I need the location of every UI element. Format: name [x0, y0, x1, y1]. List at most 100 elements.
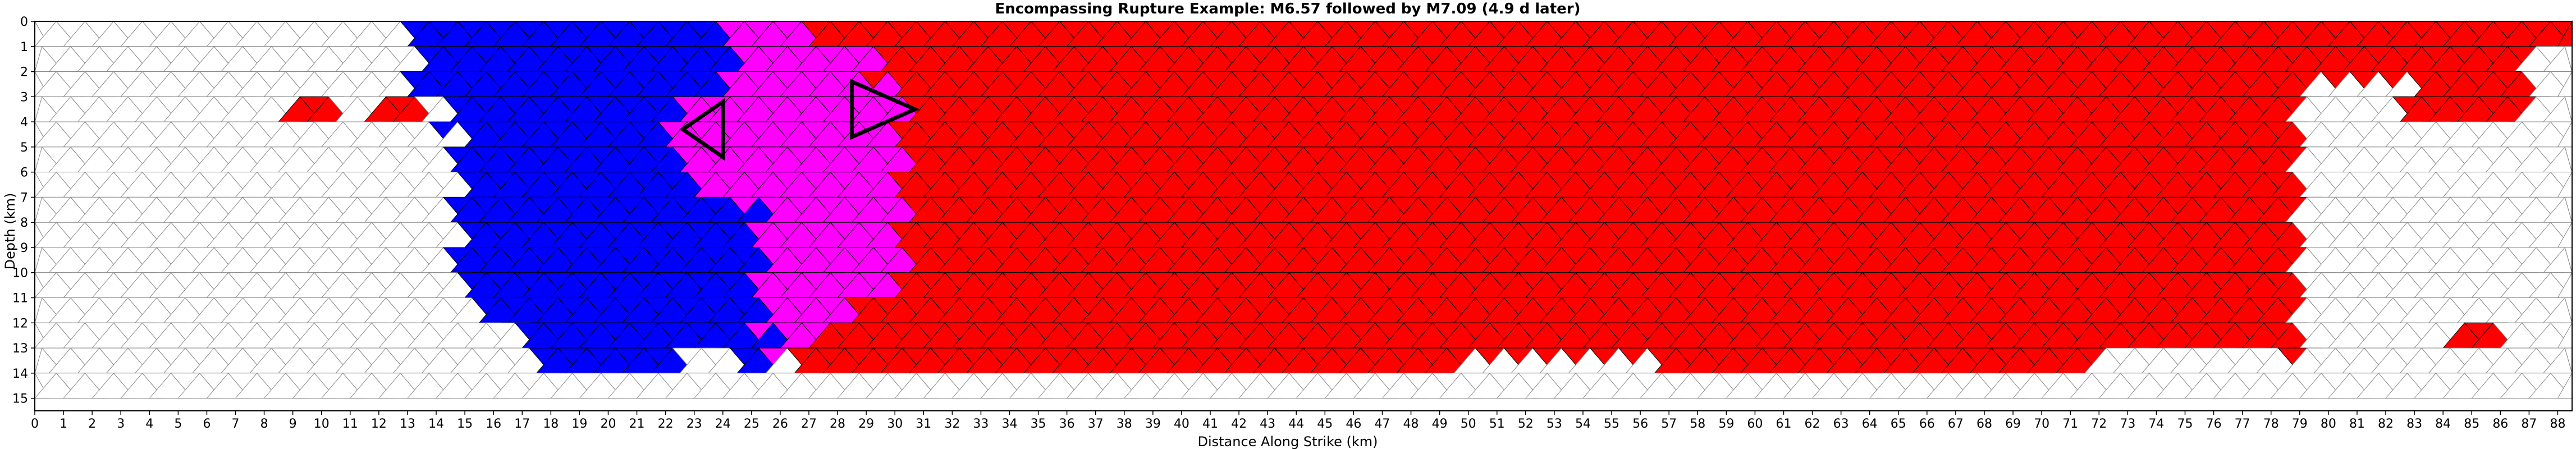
x-tick-label-46: 46 [1346, 417, 1361, 431]
x-tick-label-78: 78 [2263, 417, 2279, 431]
x-tick-label-52: 52 [1518, 417, 1534, 431]
x-tick-label-28: 28 [830, 417, 845, 431]
x-tick-label-20: 20 [600, 417, 616, 431]
x-tick-label-15: 15 [457, 417, 473, 431]
x-tick-label-31: 31 [916, 417, 931, 431]
y-tick-label-0: 0 [20, 15, 28, 29]
x-tick-label-71: 71 [2062, 417, 2078, 431]
x-tick-label-8: 8 [260, 417, 268, 431]
y-tick-label-14: 14 [12, 367, 28, 381]
x-tick-label-55: 55 [1604, 417, 1619, 431]
x-tick-label-53: 53 [1546, 417, 1562, 431]
x-tick-label-44: 44 [1288, 417, 1304, 431]
x-tick-label-45: 45 [1317, 417, 1333, 431]
x-tick-label-56: 56 [1632, 417, 1648, 431]
fault-mesh [34, 20, 2573, 399]
x-tick-label-65: 65 [1891, 417, 1906, 431]
y-axis-label: Depth (km) [2, 193, 18, 270]
x-tick-label-35: 35 [1031, 417, 1046, 431]
x-tick-label-32: 32 [944, 417, 960, 431]
x-tick-label-67: 67 [1948, 417, 1964, 431]
x-tick-label-80: 80 [2321, 417, 2336, 431]
x-tick-label-40: 40 [1174, 417, 1189, 431]
x-tick-label-47: 47 [1374, 417, 1390, 431]
y-tick-label-3: 3 [20, 90, 28, 104]
y-tick-label-8: 8 [20, 216, 28, 230]
x-tick-label-6: 6 [203, 417, 211, 431]
x-tick-label-24: 24 [715, 417, 731, 431]
hypocenter-markers [679, 79, 920, 161]
x-tick-label-50: 50 [1461, 417, 1476, 431]
x-tick-label-36: 36 [1059, 417, 1075, 431]
x-tick-label-63: 63 [1833, 417, 1849, 431]
x-tick-label-11: 11 [342, 417, 358, 431]
y-tick-label-7: 7 [20, 191, 28, 205]
x-tick-label-57: 57 [1661, 417, 1677, 431]
x-tick-label-34: 34 [1001, 417, 1017, 431]
x-tick-label-30: 30 [887, 417, 903, 431]
x-tick-label-58: 58 [1690, 417, 1705, 431]
x-tick-label-83: 83 [2406, 417, 2422, 431]
x-tick-label-87: 87 [2521, 417, 2537, 431]
x-tick-label-38: 38 [1117, 417, 1132, 431]
x-tick-label-16: 16 [486, 417, 501, 431]
x-tick-label-76: 76 [2206, 417, 2222, 431]
x-tick-label-12: 12 [371, 417, 387, 431]
hypocenter-M6.57 [679, 98, 725, 161]
x-tick-label-60: 60 [1747, 417, 1763, 431]
x-tick-label-85: 85 [2464, 417, 2479, 431]
x-tick-label-66: 66 [1919, 417, 1935, 431]
x-tick-label-51: 51 [1489, 417, 1505, 431]
x-tick-label-2: 2 [88, 417, 96, 431]
x-tick-label-0: 0 [31, 417, 39, 431]
y-tick-label-5: 5 [20, 141, 28, 155]
x-tick-label-17: 17 [514, 417, 530, 431]
y-tick-label-2: 2 [20, 66, 28, 80]
x-axis-ticks: 0 1 2 3 4 5 6 7 8 9 10 11 12 13 14 15 16 17 18 19 20 21 22 23 24… [31, 411, 2565, 431]
x-tick-label-39: 39 [1145, 417, 1161, 431]
y-tick-label-15: 15 [12, 392, 28, 406]
x-tick-label-1: 1 [60, 417, 67, 431]
x-tick-label-18: 18 [543, 417, 559, 431]
x-tick-label-88: 88 [2550, 417, 2565, 431]
x-tick-label-49: 49 [1432, 417, 1448, 431]
y-tick-label-9: 9 [20, 241, 28, 255]
x-tick-label-54: 54 [1575, 417, 1591, 431]
x-tick-label-5: 5 [174, 417, 182, 431]
x-tick-label-69: 69 [2005, 417, 2021, 431]
x-tick-label-62: 62 [1805, 417, 1820, 431]
y-tick-label-13: 13 [12, 342, 28, 356]
x-tick-label-61: 61 [1776, 417, 1791, 431]
x-tick-label-26: 26 [772, 417, 788, 431]
x-tick-label-77: 77 [2235, 417, 2250, 431]
y-tick-label-12: 12 [12, 317, 28, 331]
x-tick-label-10: 10 [314, 417, 330, 431]
x-tick-label-72: 72 [2091, 417, 2107, 431]
x-axis-label: Distance Along Strike (km) [1197, 434, 1378, 449]
x-tick-label-82: 82 [2378, 417, 2394, 431]
x-tick-label-70: 70 [2034, 417, 2049, 431]
plot-frame [34, 21, 2573, 411]
hypocenter-M7.09 [850, 79, 920, 140]
x-tick-label-42: 42 [1231, 417, 1247, 431]
x-tick-label-21: 21 [629, 417, 645, 431]
x-tick-label-19: 19 [571, 417, 587, 431]
chart-title: Encompassing Rupture Example: M6.57 foll… [995, 1, 1580, 17]
x-tick-label-73: 73 [2120, 417, 2135, 431]
x-tick-label-37: 37 [1088, 417, 1104, 431]
x-tick-label-25: 25 [744, 417, 759, 431]
x-tick-label-68: 68 [1976, 417, 1992, 431]
x-tick-label-3: 3 [117, 417, 125, 431]
x-tick-label-75: 75 [2177, 417, 2193, 431]
y-tick-label-6: 6 [20, 166, 28, 180]
x-tick-label-29: 29 [858, 417, 874, 431]
x-tick-label-41: 41 [1202, 417, 1218, 431]
x-tick-label-7: 7 [232, 417, 240, 431]
x-tick-label-86: 86 [2492, 417, 2508, 431]
y-tick-label-11: 11 [12, 292, 28, 306]
x-tick-label-59: 59 [1718, 417, 1734, 431]
x-tick-label-14: 14 [428, 417, 444, 431]
x-tick-label-84: 84 [2435, 417, 2451, 431]
